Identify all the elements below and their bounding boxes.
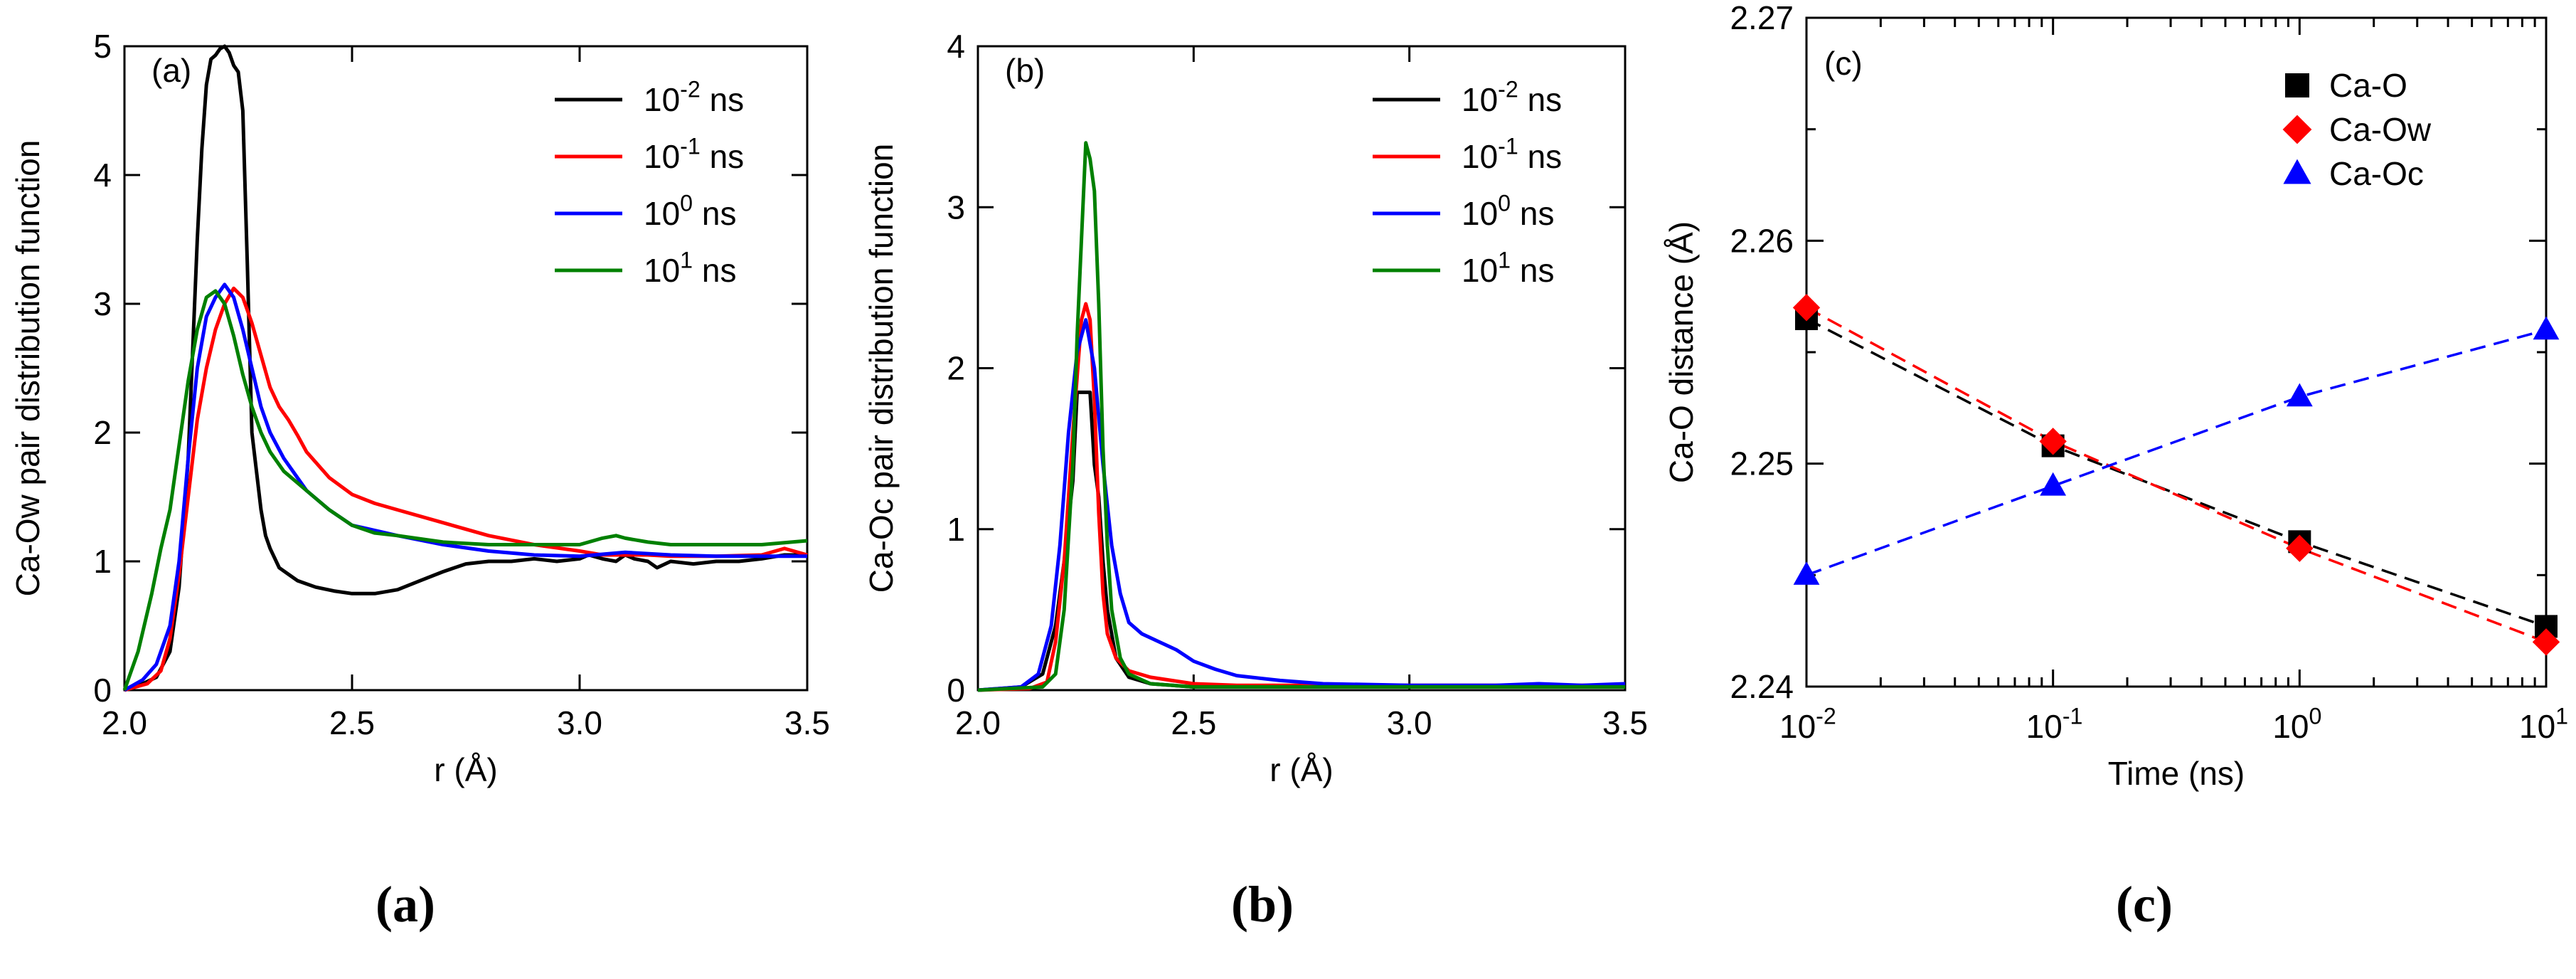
legend-label-1: 10-1 ns bbox=[1462, 134, 1562, 175]
plot-frame-2 bbox=[1805, 16, 2548, 688]
data-point-ca-oc bbox=[2040, 472, 2067, 496]
data-point-ca-ow bbox=[2039, 428, 2067, 455]
legend-label-0: 10-2 ns bbox=[1462, 77, 1562, 118]
y-tick-label: 5 bbox=[93, 28, 112, 65]
legend-label-1: 10-1 ns bbox=[644, 134, 744, 175]
x-axis-title: Time (ns) bbox=[2108, 755, 2245, 792]
series-line-1 bbox=[124, 286, 808, 692]
y-axis-title: Ca-Oc pair distribution function bbox=[863, 144, 900, 593]
data-point-ca-oc bbox=[2286, 383, 2313, 407]
x-tick-label: 3.5 bbox=[1602, 704, 1648, 741]
x-tick-label: 2.0 bbox=[955, 704, 1001, 741]
plot-frame-0 bbox=[123, 45, 809, 692]
x-tick-label: 3.0 bbox=[557, 704, 602, 741]
legend-label-3: 101 ns bbox=[1462, 248, 1554, 289]
panel-label: (b) bbox=[1005, 52, 1045, 89]
y-tick-label: 1 bbox=[93, 543, 112, 580]
y-axis-title: Ca-Ow pair distribution function bbox=[9, 140, 46, 597]
x-tick-label: 3.5 bbox=[784, 704, 830, 741]
x-axis-title: r (Å) bbox=[1270, 751, 1333, 788]
figure-caption: (b) bbox=[1231, 876, 1294, 933]
series-line-2 bbox=[977, 318, 1626, 692]
y-tick-label: 2.27 bbox=[1730, 0, 1794, 36]
figure-caption: (a) bbox=[376, 876, 435, 933]
legend-marker-2 bbox=[2283, 159, 2311, 184]
x-axis-title: r (Å) bbox=[434, 751, 497, 788]
y-tick-label: 4 bbox=[93, 157, 112, 194]
y-tick-label: 0 bbox=[93, 672, 112, 709]
series-fit-line-1 bbox=[1806, 306, 2547, 643]
legend-label-3: 101 ns bbox=[644, 248, 736, 289]
y-tick-label: 2.26 bbox=[1730, 222, 1794, 259]
chart-panel-a: 2.0 2.5 3.0 3.5 0 1 2 3 4 5 r (Å) Ca-Ow pair distri… bbox=[9, 28, 830, 933]
series-line-0 bbox=[124, 44, 807, 692]
y-axis-title: Ca-O distance (Å) bbox=[1663, 221, 1700, 483]
legend-marker-1 bbox=[2282, 115, 2312, 144]
data-point-ca-ow bbox=[1792, 294, 1821, 322]
x-tick-label: 2.0 bbox=[102, 704, 147, 741]
y-tick-label: 1 bbox=[947, 511, 965, 548]
legend-marker-0 bbox=[2285, 73, 2309, 97]
legend-label-2: Ca-Oc bbox=[2329, 155, 2424, 192]
data-point-ca-ow bbox=[2532, 628, 2560, 656]
legend-label-2: 100 ns bbox=[1462, 191, 1554, 232]
data-point-ca-ow bbox=[2286, 534, 2314, 562]
y-tick-label: 4 bbox=[947, 28, 965, 65]
data-point-ca-oc bbox=[2533, 316, 2560, 340]
y-tick-label: 3 bbox=[947, 189, 965, 226]
x-tick-label: 10-1 bbox=[2026, 704, 2083, 745]
legend-label-2: 100 ns bbox=[644, 191, 736, 232]
data-point-ca-oc bbox=[1793, 561, 1820, 585]
series-line-1 bbox=[977, 302, 1625, 692]
figure-caption: (c) bbox=[2116, 876, 2173, 933]
x-tick-label: 2.5 bbox=[1171, 704, 1216, 741]
y-tick-label: 3 bbox=[93, 285, 112, 322]
panel-label: (a) bbox=[151, 52, 191, 89]
x-tick-label: 3.0 bbox=[1387, 704, 1432, 741]
series-fit-line-2 bbox=[1806, 329, 2547, 576]
series-line-3 bbox=[977, 141, 1625, 692]
series-fit-line-0 bbox=[1806, 317, 2547, 628]
chart-panel-b: 2.0 2.5 3.0 3.5 0 1 2 3 4 r (Å) Ca-Oc pair distrib… bbox=[863, 28, 1648, 933]
panel-label: (c) bbox=[1824, 45, 1863, 82]
x-tick-label: 101 bbox=[2519, 704, 2568, 745]
chart-panel-c: 10-2 10-1 100 101 2.24 2.25 2.26 2.27 Time (ns) C… bbox=[1663, 0, 2568, 933]
y-tick-label: 2.24 bbox=[1730, 668, 1794, 705]
x-tick-label: 2.5 bbox=[329, 704, 375, 741]
x-tick-label: 100 bbox=[2272, 704, 2321, 745]
series-line-3 bbox=[122, 289, 808, 691]
y-tick-label: 2.25 bbox=[1730, 445, 1794, 482]
legend-label-1: Ca-Ow bbox=[2329, 111, 2432, 148]
legend-label-0: Ca-O bbox=[2329, 67, 2407, 104]
y-tick-label: 2 bbox=[947, 350, 965, 387]
x-tick-label: 10-2 bbox=[1779, 704, 1836, 745]
y-tick-label: 0 bbox=[947, 672, 965, 709]
y-tick-label: 2 bbox=[93, 414, 112, 451]
series-line-2 bbox=[123, 282, 807, 692]
legend-label-0: 10-2 ns bbox=[644, 77, 744, 118]
